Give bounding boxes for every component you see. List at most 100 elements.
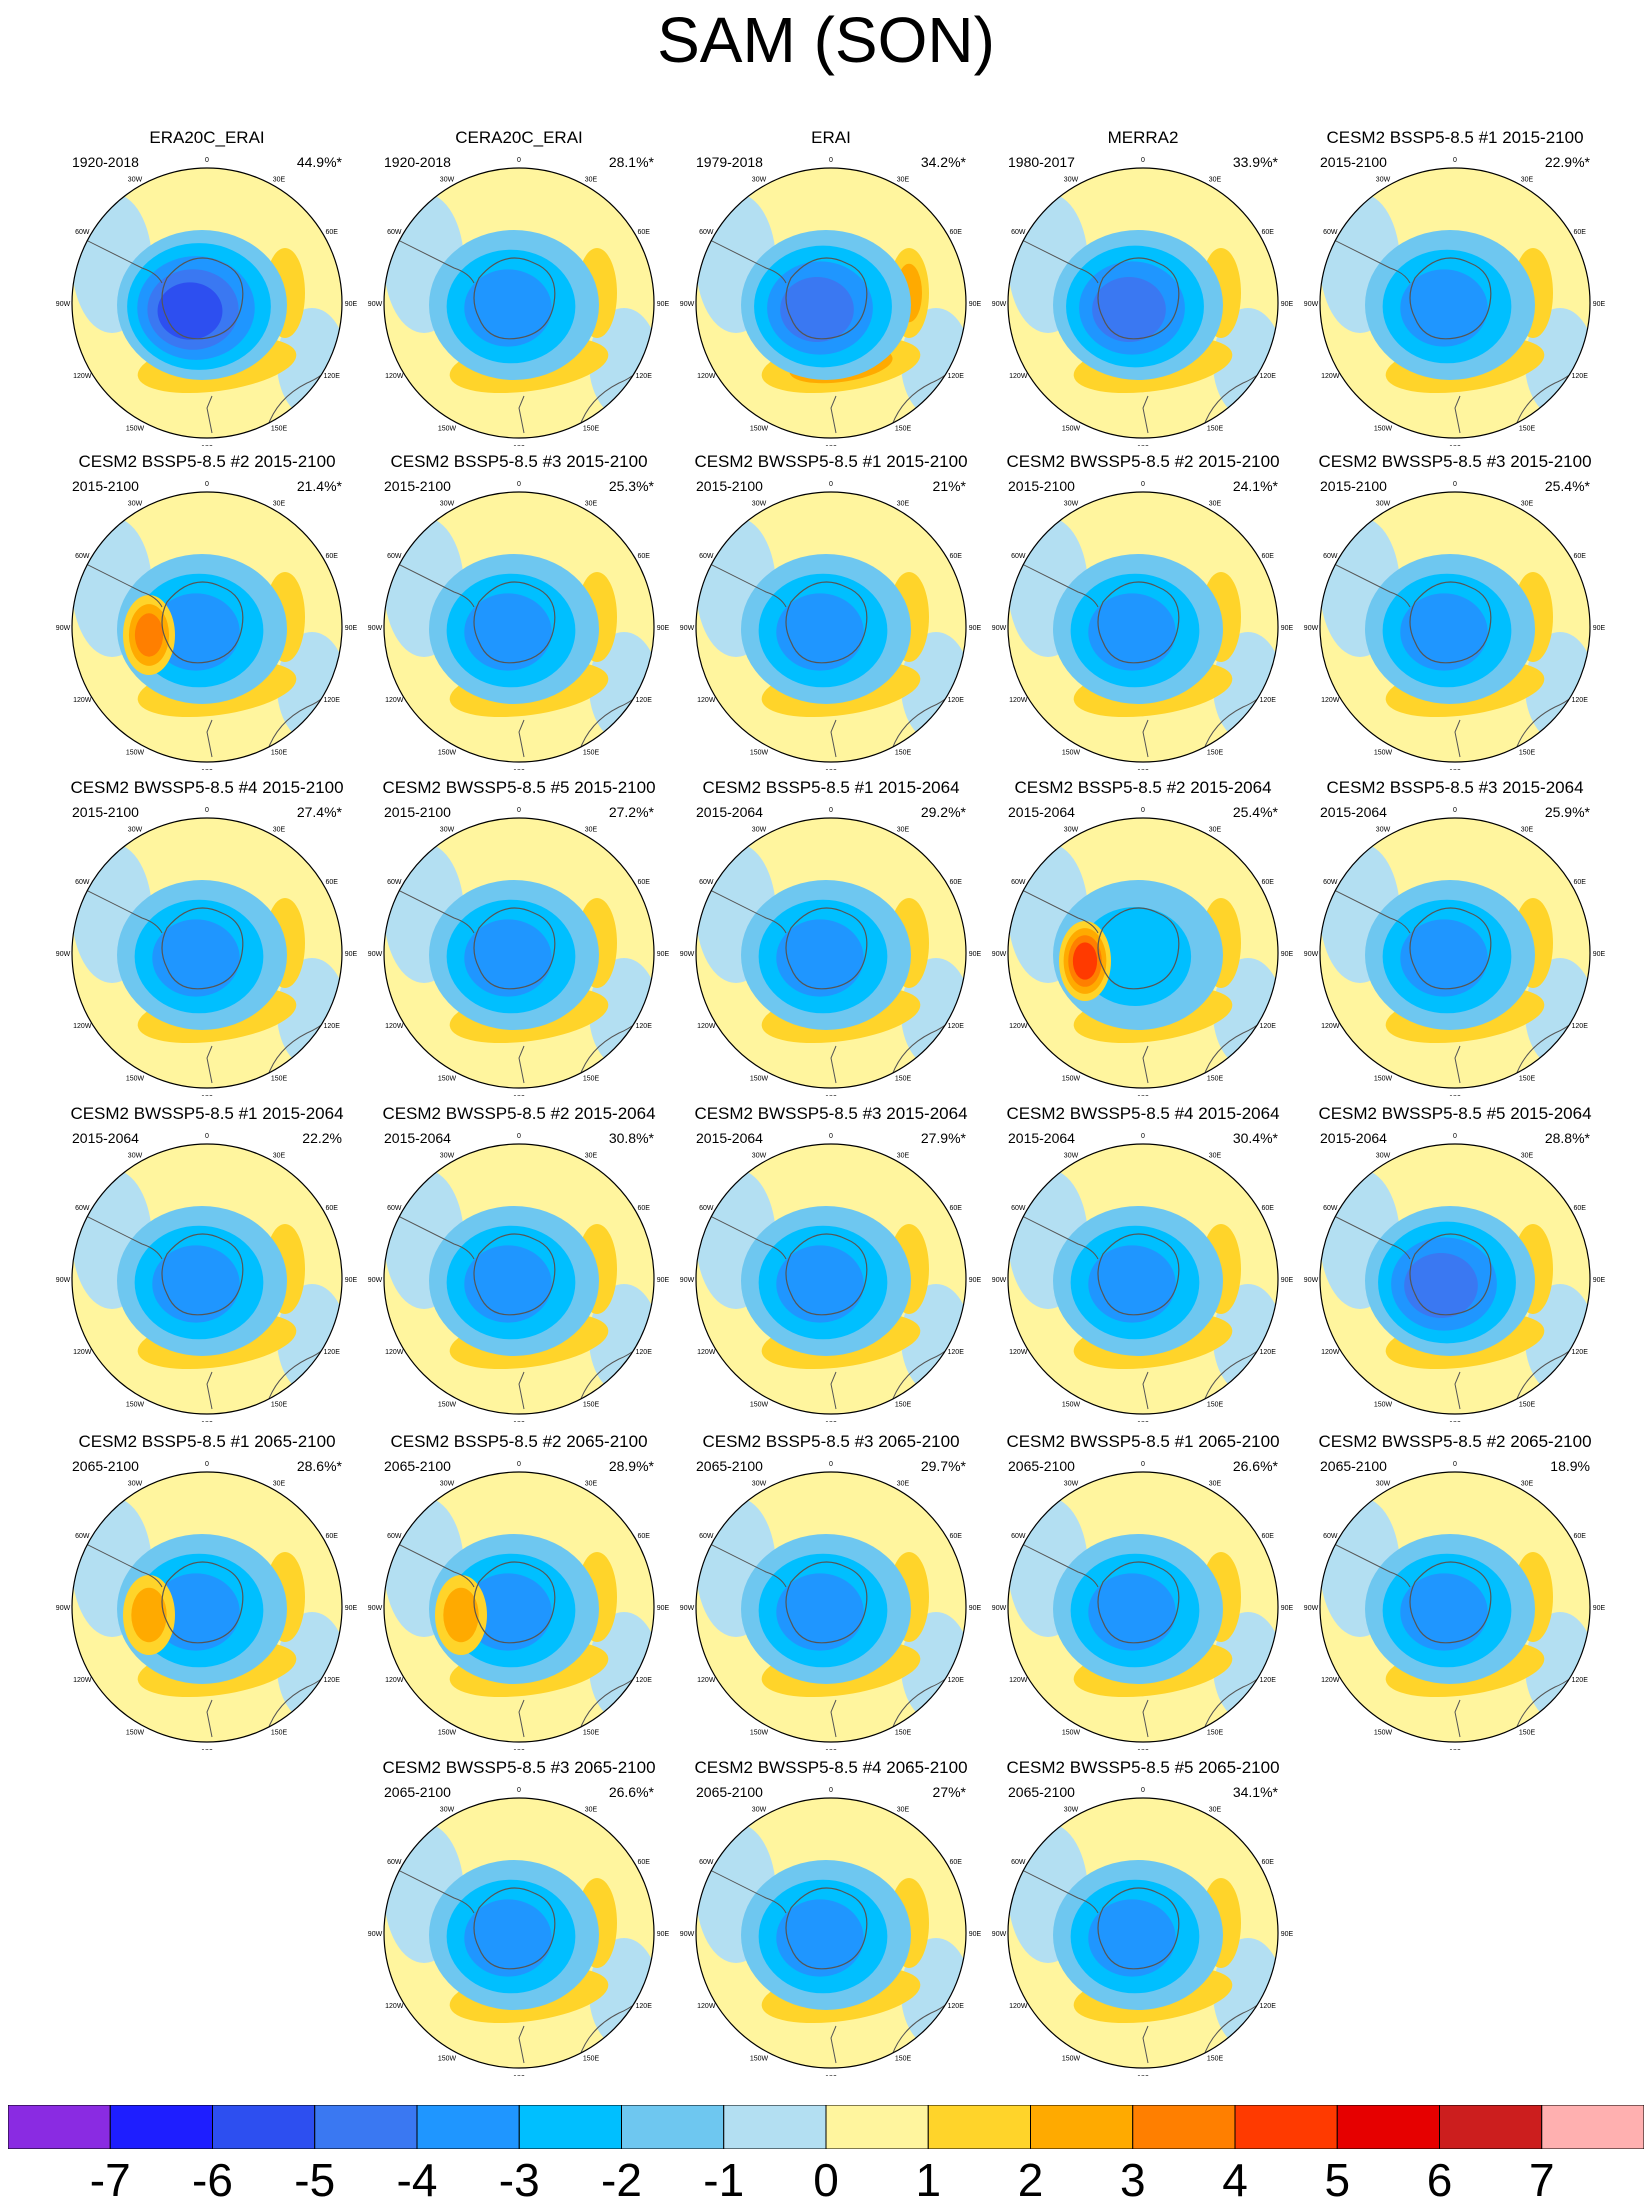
panel-period: 2015-2100 bbox=[384, 804, 451, 820]
map-boundary bbox=[1007, 1471, 1279, 1743]
longitude-label: 150E bbox=[271, 750, 288, 757]
antarctica-coastline bbox=[473, 1887, 556, 1970]
longitude-label: 30E bbox=[1209, 826, 1222, 833]
longitude-label: 120E bbox=[636, 373, 653, 380]
negative-contour bbox=[1400, 593, 1488, 671]
longitude-label: 0 bbox=[517, 157, 521, 164]
longitude-label: 180 bbox=[1449, 1749, 1461, 1750]
longitude-label: 60W bbox=[699, 1859, 714, 1866]
map-boundary bbox=[1007, 491, 1279, 763]
longitude-label: 90E bbox=[345, 625, 358, 632]
figure-title: SAM (SON) bbox=[657, 4, 995, 76]
map-boundary bbox=[695, 1797, 967, 2069]
antarctica-coastline bbox=[161, 907, 244, 990]
longitude-label: 150W bbox=[1062, 2056, 1081, 2063]
longitude-label: 120E bbox=[948, 1023, 965, 1030]
longitude-label: 150W bbox=[1374, 1076, 1393, 1083]
longitude-label: 60E bbox=[637, 229, 650, 236]
longitude-label: 60E bbox=[325, 1205, 338, 1212]
longitude-label: 60E bbox=[949, 1859, 962, 1866]
new-zealand-coastline bbox=[830, 1045, 837, 1084]
longitude-label: 60E bbox=[1261, 879, 1274, 886]
new-zealand-coastline bbox=[1454, 1045, 1461, 1084]
colorbar-tick-label: 0 bbox=[813, 2154, 839, 2206]
longitude-label: 90E bbox=[1593, 625, 1606, 632]
panel-variance-percent: 27.4%* bbox=[296, 804, 342, 820]
panel-title: CESM2 BSSP5-8.5 #1 2015-2064 bbox=[702, 778, 960, 797]
new-zealand-coastline bbox=[1454, 395, 1461, 434]
negative-contour bbox=[152, 593, 240, 671]
panel-variance-percent: 21%* bbox=[932, 478, 966, 494]
longitude-label: 180 bbox=[201, 769, 213, 770]
polar-map: 0 30E 60E 90E 120E 150E 180 150W 120W 90W 60W 30W bbox=[368, 807, 670, 1096]
map-boundary bbox=[1319, 1471, 1591, 1743]
colorbar-segment bbox=[8, 2105, 111, 2149]
longitude-label: 150E bbox=[1207, 750, 1224, 757]
longitude-label: 120W bbox=[1321, 1677, 1340, 1684]
longitude-label: 120E bbox=[1572, 1349, 1589, 1356]
longitude-label: 60E bbox=[1261, 553, 1274, 560]
longitude-label: 150W bbox=[126, 1730, 145, 1737]
new-zealand-coastline bbox=[830, 1699, 837, 1738]
map-boundary bbox=[1007, 1143, 1279, 1415]
polar-map: 0 30E 60E 90E 120E 150E 180 150W 120W 90W 60W 30W bbox=[1304, 157, 1606, 446]
map-panel: CESM2 BWSSP5-8.5 #4 2015-2064 2015-2064 30… bbox=[988, 1104, 1298, 1424]
longitude-label: 120W bbox=[697, 2003, 716, 2010]
colorbar-segment bbox=[212, 2105, 316, 2149]
south-america-coastline bbox=[1320, 232, 1411, 284]
longitude-label: 150W bbox=[1062, 1402, 1081, 1409]
panel-variance-percent: 34.2%* bbox=[920, 154, 966, 170]
longitude-label: 180 bbox=[1449, 769, 1461, 770]
longitude-label: 90E bbox=[969, 1931, 982, 1938]
panel-variance-percent: 25.4%* bbox=[1232, 804, 1278, 820]
longitude-label: 60W bbox=[387, 553, 402, 560]
longitude-label: 180 bbox=[1449, 445, 1461, 446]
antarctica-coastline bbox=[473, 257, 556, 340]
map-boundary bbox=[1007, 1797, 1279, 2069]
longitude-label: 120W bbox=[1009, 1023, 1028, 1030]
longitude-label: 120E bbox=[1260, 1677, 1277, 1684]
negative-contour bbox=[464, 269, 552, 347]
antarctica-coastline bbox=[1097, 907, 1180, 990]
longitude-label: 120E bbox=[324, 697, 341, 704]
new-zealand-coastline bbox=[1142, 395, 1149, 434]
longitude-label: 120E bbox=[636, 1023, 653, 1030]
south-america-coastline bbox=[72, 1536, 163, 1588]
longitude-label: 30W bbox=[440, 1480, 455, 1487]
longitude-label: 150E bbox=[895, 1076, 912, 1083]
antarctica-coastline bbox=[161, 1233, 244, 1316]
antarctica-coastline bbox=[1409, 907, 1492, 990]
longitude-label: 30W bbox=[1064, 1480, 1079, 1487]
longitude-label: 180 bbox=[825, 2075, 837, 2076]
new-zealand-coastline bbox=[206, 395, 213, 434]
new-zealand-coastline bbox=[518, 1371, 525, 1410]
longitude-label: 60W bbox=[1011, 1859, 1026, 1866]
panel-variance-percent: 27.2%* bbox=[608, 804, 654, 820]
longitude-label: 60E bbox=[949, 1205, 962, 1212]
antarctica-coastline bbox=[785, 1233, 868, 1316]
south-america-coastline bbox=[1320, 1208, 1411, 1260]
map-boundary bbox=[1007, 817, 1279, 1089]
map-boundary bbox=[695, 167, 967, 439]
panel-variance-percent: 44.9%* bbox=[296, 154, 342, 170]
longitude-label: 90W bbox=[680, 301, 695, 308]
longitude-label: 120E bbox=[636, 2003, 653, 2010]
longitude-label: 30E bbox=[1521, 826, 1534, 833]
longitude-label: 90W bbox=[56, 625, 71, 632]
longitude-label: 60E bbox=[1261, 1533, 1274, 1540]
longitude-label: 60W bbox=[699, 1533, 714, 1540]
south-america-coastline bbox=[1320, 556, 1411, 608]
colorbar-segment bbox=[1030, 2105, 1134, 2149]
map-panel: CESM2 BWSSP5-8.5 #5 2065-2100 2065-2100 34… bbox=[988, 1758, 1298, 2078]
longitude-label: 60E bbox=[637, 879, 650, 886]
longitude-label: 30W bbox=[1064, 500, 1079, 507]
panel-variance-percent: 26.6%* bbox=[608, 1784, 654, 1800]
longitude-label: 120W bbox=[1009, 373, 1028, 380]
colorbar-segment bbox=[416, 2105, 520, 2149]
longitude-label: 150W bbox=[438, 426, 457, 433]
longitude-label: 90E bbox=[657, 1605, 670, 1612]
panel-period: 2065-2100 bbox=[1008, 1458, 1075, 1474]
map-panel: ERAI 1979-2018 34.2%* 0 30E 60E 90E 120E 150E 180… bbox=[676, 128, 986, 448]
panel-title: CERA20C_ERAI bbox=[455, 128, 583, 147]
new-zealand-coastline bbox=[518, 1699, 525, 1738]
